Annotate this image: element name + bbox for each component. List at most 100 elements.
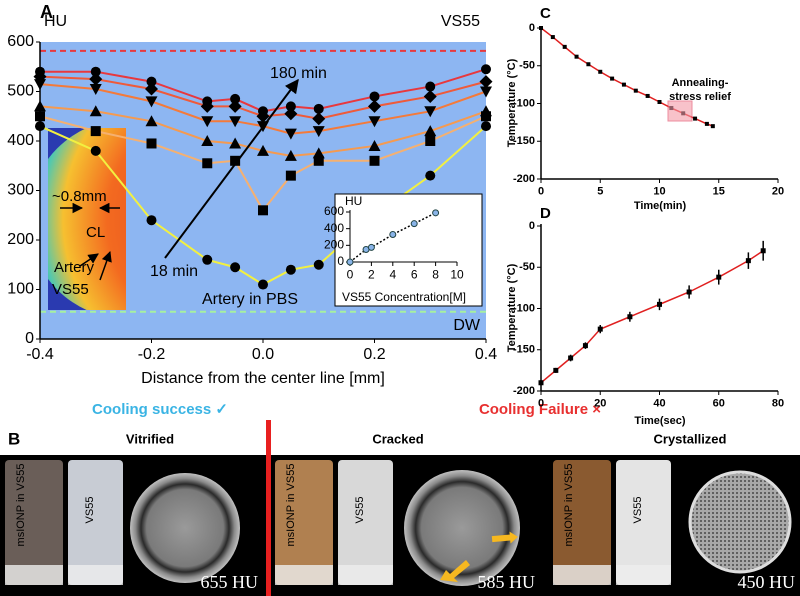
marker	[645, 93, 650, 98]
marker	[633, 88, 638, 93]
highlight-box	[667, 100, 693, 122]
marker	[312, 126, 325, 138]
x-axis-label: Distance from the center line [mm]	[141, 370, 385, 387]
marker	[35, 111, 45, 122]
marker	[710, 124, 715, 129]
marker	[369, 91, 380, 102]
inset-image	[48, 128, 126, 310]
marker	[479, 75, 493, 89]
marker	[313, 259, 324, 270]
marker	[230, 93, 241, 104]
marker	[423, 89, 437, 103]
marker	[256, 109, 270, 123]
ct-image	[404, 470, 520, 586]
marker	[410, 220, 418, 228]
marker	[202, 158, 213, 169]
panel-label: C	[540, 5, 551, 22]
marker	[368, 139, 381, 151]
x-tick-label: 2	[368, 267, 375, 281]
marker	[229, 116, 242, 128]
x-tick-label: 0.2	[363, 346, 385, 363]
ct-image	[688, 470, 792, 574]
marker	[229, 137, 242, 149]
marker	[610, 76, 615, 81]
marker	[425, 136, 436, 146]
marker	[538, 380, 544, 386]
y-axis-label: Temperature (°C)	[506, 58, 518, 147]
y-tick-label: 300	[7, 182, 34, 199]
marker	[284, 107, 298, 121]
image-label: ~0.8mm	[52, 188, 107, 205]
y-tick-label: -50	[519, 60, 535, 72]
marker	[481, 64, 491, 75]
marker	[621, 82, 626, 87]
group-title: Crystallized	[654, 431, 727, 446]
x-tick-label: 80	[772, 398, 784, 410]
marker	[258, 205, 268, 216]
marker	[367, 243, 375, 251]
x-tick-label: 8	[432, 267, 439, 281]
marker	[230, 262, 241, 273]
y-tick-label: 500	[7, 83, 34, 100]
tube	[275, 460, 333, 585]
tube-label: VS55	[84, 497, 96, 524]
tube-base	[275, 565, 333, 585]
marker	[480, 86, 492, 98]
reference-label: VS55	[441, 13, 480, 30]
tube-base	[616, 565, 671, 585]
marker	[201, 116, 214, 128]
marker	[312, 147, 325, 159]
marker	[550, 35, 555, 40]
x-tick-label: 6	[411, 267, 418, 281]
marker	[424, 106, 437, 118]
marker	[686, 289, 692, 295]
y-tick-label: 0	[529, 220, 535, 232]
series-line	[540, 250, 764, 384]
y-tick-label: -100	[513, 97, 535, 109]
crack-arrow	[491, 531, 518, 544]
marker	[200, 99, 214, 113]
image-label: VS55	[52, 281, 89, 298]
x-tick-label: 0.4	[475, 346, 497, 363]
y-tick-label: 200	[324, 238, 344, 252]
tube-base	[68, 565, 123, 585]
x-tick-label: -0.4	[26, 346, 54, 363]
marker	[368, 99, 381, 113]
marker	[89, 72, 103, 86]
hu-label: 655 HU	[201, 572, 259, 592]
tube-label: msIONP in VS55	[15, 464, 27, 547]
x-axis-label: Time(sec)	[634, 415, 685, 427]
marker	[145, 96, 158, 108]
marker	[201, 135, 214, 146]
marker	[760, 248, 766, 254]
marker	[481, 111, 491, 122]
marker	[285, 101, 296, 112]
x-tick-label: 10	[653, 186, 665, 198]
marker	[745, 258, 751, 264]
annotation: Artery in PBS	[202, 291, 298, 308]
marker	[481, 121, 491, 132]
marker	[598, 69, 603, 74]
x-tick-label: 0	[347, 267, 354, 281]
x-tick-label: 0	[538, 398, 544, 410]
tube-base	[553, 565, 611, 585]
ct-image	[130, 473, 240, 583]
marker	[284, 128, 297, 140]
marker	[89, 84, 102, 96]
marker	[146, 138, 157, 149]
marker	[562, 44, 567, 49]
tube-label: msIONP in VS55	[563, 464, 575, 547]
tube	[553, 460, 611, 585]
marker	[425, 81, 436, 92]
y-tick-label: 200	[7, 231, 34, 248]
x-axis-label: Time(min)	[634, 200, 687, 212]
marker	[425, 170, 436, 181]
marker	[90, 145, 101, 156]
x-axis-label: VS55 Concentration[M]	[342, 290, 466, 304]
marker	[35, 121, 45, 132]
image-label: Artery	[54, 259, 95, 276]
panel-label: A	[40, 2, 53, 22]
marker	[145, 115, 158, 127]
marker	[553, 367, 559, 373]
marker	[432, 209, 440, 217]
